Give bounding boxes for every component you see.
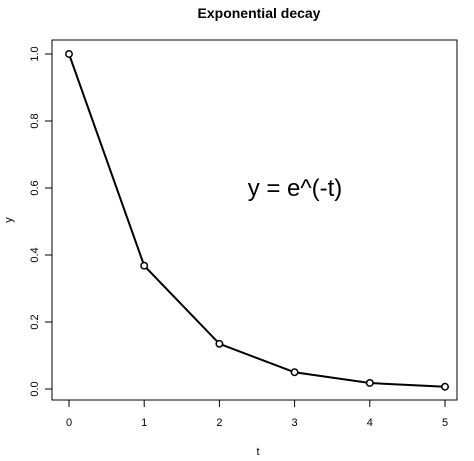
x-tick-label: 1 [141,417,147,429]
y-tick-label: 0.6 [29,180,41,195]
y-tick-label: 1.0 [29,46,41,61]
x-tick-label: 5 [442,417,448,429]
chart-title: Exponential decay [198,5,321,21]
data-point [365,379,374,387]
y-tick-label: 0.8 [29,113,41,128]
x-axis: 0 1 2 3 4 5 [66,399,448,429]
plot-frame [51,39,458,401]
data-point [290,368,299,377]
data-point [140,261,149,270]
data-point [441,382,449,391]
y-tick-label: 0.4 [29,247,41,262]
x-tick-label: 0 [66,417,72,429]
series-line [68,53,446,388]
y-tick-label: 0.0 [29,381,41,396]
data-point [215,339,224,348]
data-point [65,50,73,58]
y-axis: 0.0 0.2 0.4 0.6 0.8 1.0 [29,46,53,397]
y-axis-label: y [3,217,15,223]
equation-annotation: y = e^(-t) [248,175,343,202]
x-tick-label: 2 [216,417,222,429]
data-points [65,50,449,391]
x-axis-label: t [256,446,259,458]
y-tick-label: 0.2 [29,314,41,329]
x-tick-label: 3 [292,417,298,429]
x-tick-label: 4 [367,417,373,429]
